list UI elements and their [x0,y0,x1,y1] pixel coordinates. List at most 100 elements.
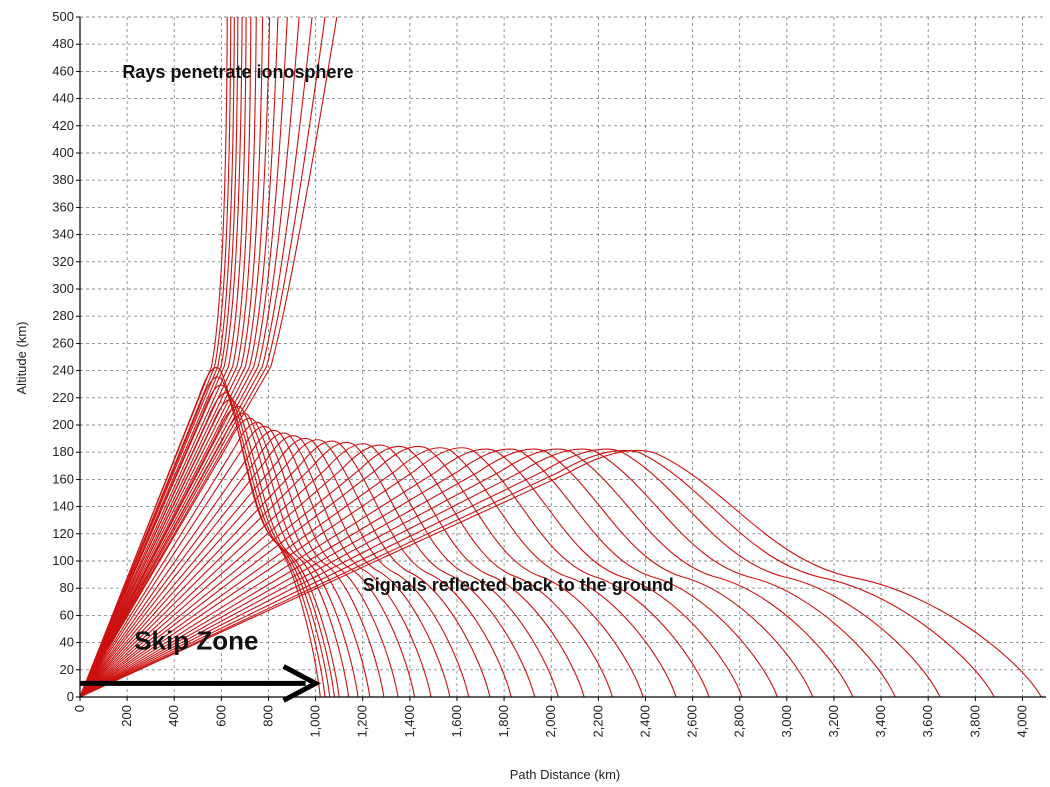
penetrating-ray [79,16,264,698]
x-tick-label: 2,200 [590,705,605,738]
annotation-reflected: Signals reflected back to the ground [363,575,674,595]
x-tick-label: 3,200 [826,705,841,738]
y-tick-label: 420 [52,118,74,133]
y-tick-label: 160 [52,471,74,486]
reflected-ray [79,384,331,698]
penetrating-ray [79,16,288,698]
x-tick-label: 3,800 [967,705,982,738]
penetrating-ray [79,16,279,698]
y-tick-label: 120 [52,526,74,541]
penetrating-ray [79,16,326,698]
y-tick-label: 40 [60,635,74,650]
reflected-ray [79,447,710,698]
ray-paths [79,16,1042,698]
x-tick-labels: 0 200 400 600 800 1,000 1,200 1,400 1,600 1,800 2,… [72,697,1029,738]
reflected-ray [79,443,559,698]
y-tick-label: 20 [60,662,74,677]
x-tick-label: 1,000 [308,705,323,738]
penetrating-ray [79,16,252,698]
y-tick-label: 140 [52,499,74,514]
y-tick-label: 280 [52,308,74,323]
reflected-ray [79,444,585,698]
reflected-ray [79,445,614,698]
y-tick-label: 400 [52,145,74,160]
x-tick-label: 1,800 [496,705,511,738]
y-axis-title: Altitude (km) [14,322,29,395]
x-axis-title: Path Distance (km) [510,767,621,782]
reflected-ray [79,429,416,698]
y-tick-label: 320 [52,254,74,269]
x-tick-label: 2,600 [685,705,700,738]
penetrating-ray [79,16,243,698]
reflected-ray [79,425,399,698]
annotations: Rays penetrate ionosphere Signals reflect… [122,62,673,655]
x-tick-label: 2,400 [637,705,652,738]
y-tick-label: 80 [60,580,74,595]
x-tick-label: 200 [119,705,134,727]
reflected-ray [79,448,814,698]
x-tick-label: 3,600 [920,705,935,738]
x-tick-label: 2,800 [732,705,747,738]
x-tick-label: 3,000 [779,705,794,738]
y-tick-label: 340 [52,227,74,242]
reflected-ray [79,448,896,698]
reflected-ray [79,412,359,698]
y-tick-label: 240 [52,363,74,378]
x-tick-label: 800 [260,705,275,727]
penetrating-ray [79,16,300,698]
x-tick-label: 1,200 [355,705,370,738]
y-tick-label: 0 [67,689,74,704]
y-tick-label: 100 [52,553,74,568]
penetrating-ray [79,16,338,698]
reflected-ray [79,448,941,698]
reflected-ray [79,432,432,698]
x-tick-label: 4,000 [1014,705,1029,738]
reflected-ray [79,392,336,698]
penetrating-ray [79,16,247,698]
y-tick-label: 460 [52,63,74,78]
y-tick-label: 220 [52,390,74,405]
y-tick-label: 360 [52,199,74,214]
reflected-ray [79,447,677,698]
reflected-ray [79,448,854,698]
y-tick-label: 440 [52,91,74,106]
penetrating-ray [79,16,232,698]
skip-zone-arrow-head [282,664,321,703]
x-tick-label: 1,600 [449,705,464,738]
y-tick-label: 260 [52,335,74,350]
x-tick-label: 2,000 [543,705,558,738]
penetrating-ray [79,16,313,698]
reflected-ray [79,449,995,698]
y-tick-label: 300 [52,281,74,296]
reflected-ray [79,437,470,698]
x-tick-label: 3,400 [873,705,888,738]
y-tick-labels: 0 20 40 60 80 100 120 140 160 180 200 220 240 260 280 3… [52,9,80,704]
y-tick-label: 60 [60,607,74,622]
y-tick-label: 200 [52,417,74,432]
reflected-ray [79,376,326,698]
penetrating-ray [79,16,235,698]
reflected-ray [79,421,385,698]
y-tick-label: 380 [52,172,74,187]
reflected-ray [79,417,371,698]
reflected-ray [79,435,451,698]
penetrating-ray [79,16,257,698]
annotation-penetrate: Rays penetrate ionosphere [122,62,353,82]
reflected-ray [79,449,1042,698]
axes [79,17,1046,698]
skip-zone-arrow [80,664,321,703]
x-tick-label: 400 [166,705,181,727]
x-tick-label: 600 [213,705,228,727]
x-tick-label: 0 [72,705,87,712]
reflected-ray [79,448,743,698]
annotation-skip: Skip Zone [134,625,258,655]
reflected-ray [79,367,321,698]
penetrating-ray [79,16,239,698]
y-tick-label: 480 [52,36,74,51]
x-tick-label: 1,400 [402,705,417,738]
reflected-ray [79,439,491,698]
y-tick-label: 180 [52,444,74,459]
reflected-ray [79,445,644,698]
penetrating-ray [79,16,228,698]
